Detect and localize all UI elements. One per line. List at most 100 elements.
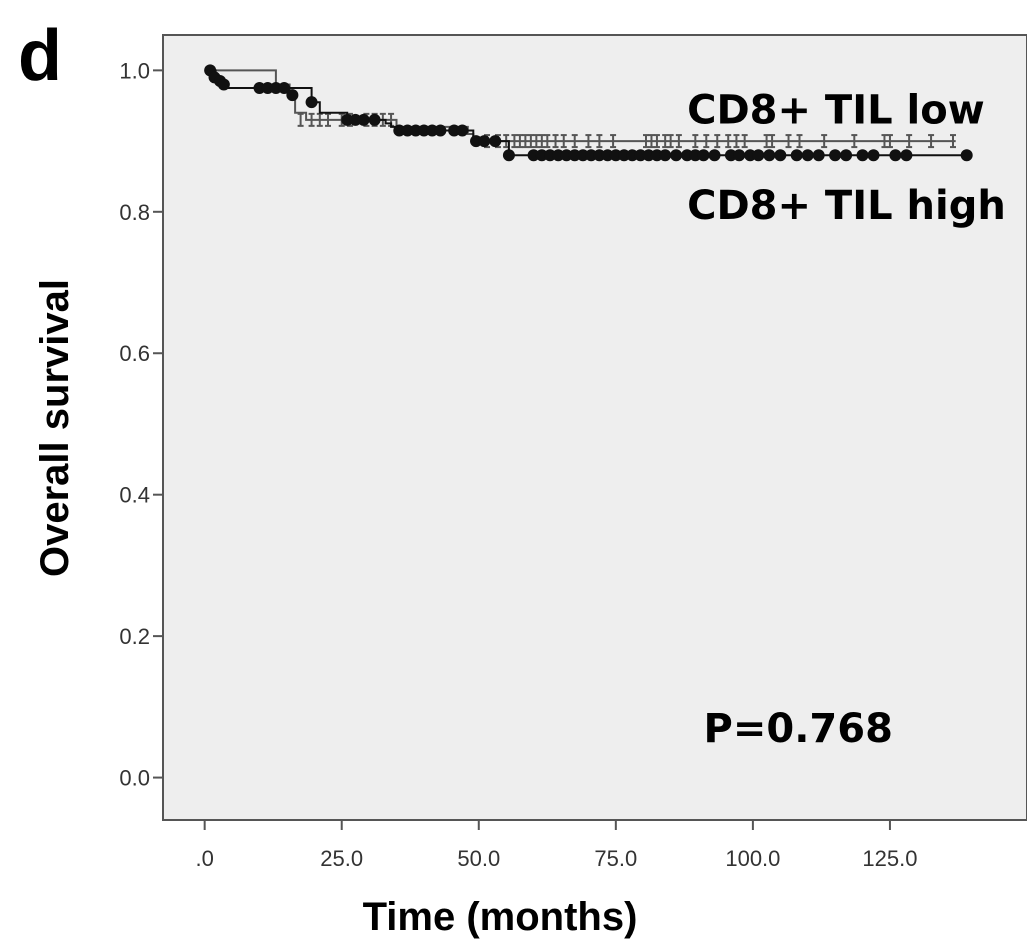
- censor-dot: [502, 149, 515, 162]
- censor-tick: [769, 134, 776, 149]
- y-tick-label: 0.6: [119, 341, 150, 366]
- censor-tick: [785, 134, 792, 149]
- censor-tick: [886, 134, 893, 149]
- annotation-label: CD8+ TIL high: [687, 183, 1006, 229]
- censor-dot: [278, 82, 291, 95]
- censor-tick: [316, 112, 323, 127]
- censor-dot: [269, 82, 282, 95]
- y-tick-label: 0.8: [119, 200, 150, 225]
- censor-dot: [253, 82, 266, 95]
- censor-tick: [522, 134, 529, 149]
- censor-dot: [697, 149, 710, 162]
- censor-dot: [552, 149, 565, 162]
- censor-tick: [648, 134, 655, 149]
- censor-dot: [305, 96, 318, 109]
- y-tick-label: 0.4: [119, 483, 150, 508]
- censor-dot: [535, 149, 548, 162]
- censor-dot: [900, 149, 913, 162]
- censor-tick: [733, 134, 740, 149]
- censor-dot: [670, 149, 683, 162]
- censor-tick: [703, 134, 710, 149]
- censor-dot: [812, 149, 825, 162]
- censor-dot: [724, 149, 737, 162]
- censor-dot: [341, 113, 354, 126]
- censor-tick: [662, 134, 669, 149]
- censor-dot: [856, 149, 869, 162]
- censor-tick: [610, 134, 617, 149]
- censor-tick: [552, 134, 559, 149]
- censor-dot: [618, 149, 631, 162]
- censor-tick: [325, 112, 332, 127]
- censor-dot: [368, 113, 381, 126]
- censor-tick: [533, 134, 540, 149]
- censor-dot: [478, 135, 491, 148]
- x-tick-label: 25.0: [320, 846, 363, 871]
- censor-tick: [527, 134, 534, 149]
- censor-dot: [409, 124, 422, 137]
- censor-dot: [286, 89, 299, 102]
- censor-tick: [741, 134, 748, 149]
- censor-tick: [571, 134, 578, 149]
- censor-tick: [763, 134, 770, 149]
- x-axis-title: Time (months): [363, 895, 638, 939]
- censor-dot: [681, 149, 694, 162]
- panel-label: d: [18, 16, 62, 96]
- censor-dot: [585, 149, 598, 162]
- censor-tick: [544, 134, 551, 149]
- censor-dot: [544, 149, 557, 162]
- censor-tick: [675, 134, 682, 149]
- censor-dot: [829, 149, 842, 162]
- censor-dot: [489, 135, 502, 148]
- censor-dot: [763, 149, 776, 162]
- censor-dot: [568, 149, 581, 162]
- x-tick-label: 100.0: [725, 846, 780, 871]
- censor-tick: [692, 134, 699, 149]
- censor-dot: [752, 149, 765, 162]
- x-axis: .0 25.0 50.0 75.0 100.0 125.0: [195, 820, 917, 871]
- censor-dot: [357, 113, 370, 126]
- censor-tick: [949, 134, 956, 149]
- y-tick-label: 1.0: [119, 58, 150, 83]
- censor-dot: [217, 78, 230, 91]
- censor-dot: [960, 149, 973, 162]
- censor-dot: [393, 124, 406, 137]
- censor-dot: [634, 149, 647, 162]
- censor-dot: [426, 124, 439, 137]
- censor-tick: [881, 134, 888, 149]
- censor-dot: [708, 149, 721, 162]
- x-tick-label: 75.0: [594, 846, 637, 871]
- censor-dot: [650, 149, 663, 162]
- y-tick-label: 0.2: [119, 624, 150, 649]
- censor-tick: [796, 134, 803, 149]
- censor-tick: [851, 134, 858, 149]
- censor-dot: [527, 149, 540, 162]
- censor-tick: [297, 112, 304, 127]
- censor-dot: [560, 149, 573, 162]
- censor-dot: [601, 149, 614, 162]
- y-axis: 0.0 0.2 0.4 0.6 0.8 1.0: [119, 58, 163, 791]
- censor-dot: [261, 82, 274, 95]
- x-tick-label: .0: [195, 846, 213, 871]
- censor-dot: [867, 149, 880, 162]
- y-tick-label: 0.0: [119, 766, 150, 791]
- censor-tick: [928, 134, 935, 149]
- censor-tick: [538, 134, 545, 149]
- censor-dot: [689, 149, 702, 162]
- censor-dot: [744, 149, 757, 162]
- series-layer: [204, 64, 973, 162]
- censor-dot: [456, 124, 469, 137]
- censor-tick: [560, 134, 567, 149]
- censor-dot: [401, 124, 414, 137]
- censor-tick: [821, 134, 828, 149]
- censor-dot: [889, 149, 902, 162]
- censor-tick: [653, 134, 660, 149]
- censor-tick: [667, 134, 674, 149]
- censor-tick: [585, 134, 592, 149]
- annotation-layer: CD8+ TIL low CD8+ TIL high P=0.768: [687, 87, 1006, 752]
- annotation-label: CD8+ TIL low: [687, 87, 985, 133]
- censor-dot: [790, 149, 803, 162]
- censor-tick: [906, 134, 913, 149]
- censor-tick: [511, 134, 518, 149]
- y-axis-title: Overall survival: [33, 279, 77, 577]
- censor-dot: [659, 149, 672, 162]
